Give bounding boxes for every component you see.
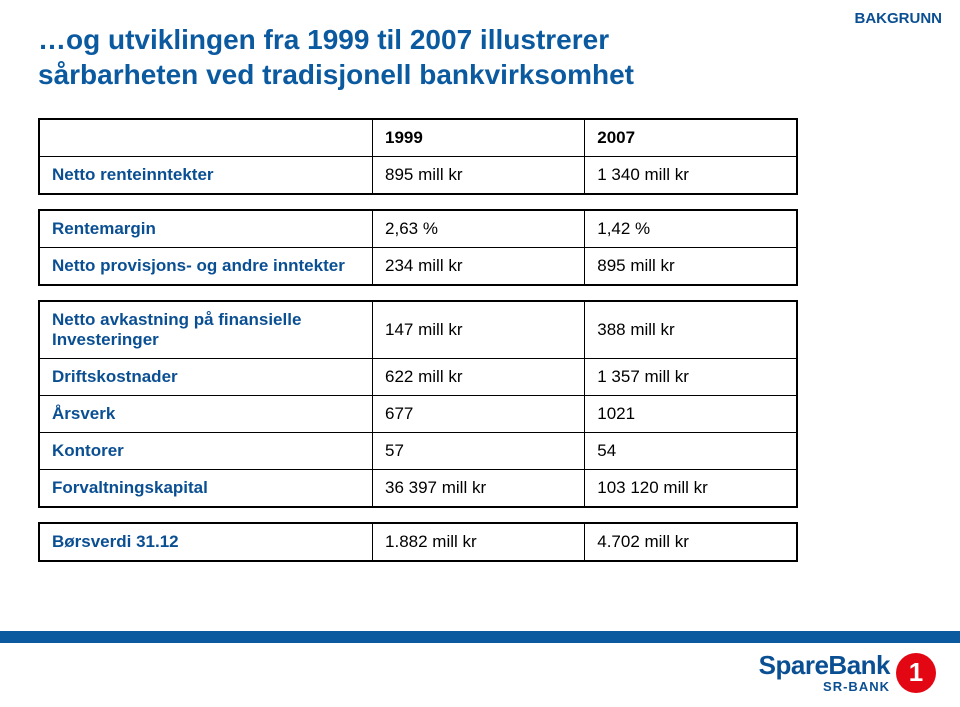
table-block-2: Rentemargin 2,63 % 1,42 % Netto provisjo…	[38, 209, 798, 286]
table-row: Netto renteinntekter 895 mill kr 1 340 m…	[39, 157, 797, 195]
logo-text: SpareBank SR-BANK	[759, 652, 890, 693]
table-row: Rentemargin 2,63 % 1,42 %	[39, 210, 797, 248]
row-label: Forvaltningskapital	[39, 470, 373, 508]
table-row: Forvaltningskapital 36 397 mill kr 103 1…	[39, 470, 797, 508]
table-block-4: Børsverdi 31.12 1.882 mill kr 4.702 mill…	[38, 522, 798, 562]
slide: …og utviklingen fra 1999 til 2007 illust…	[0, 0, 960, 707]
row-c2: 895 mill kr	[585, 248, 797, 286]
row-label: Kontorer	[39, 433, 373, 470]
table-row: Driftskostnader 622 mill kr 1 357 mill k…	[39, 359, 797, 396]
row-label: Netto provisjons- og andre inntekter	[39, 248, 373, 286]
row-c1: 36 397 mill kr	[373, 470, 585, 508]
row-label: Årsverk	[39, 396, 373, 433]
row-c1: 895 mill kr	[373, 157, 585, 195]
row-label: Netto avkastning på finansielle Invester…	[39, 301, 373, 359]
header-row: 1999 2007	[39, 119, 797, 157]
row-label: Driftskostnader	[39, 359, 373, 396]
tables-container: 1999 2007 Netto renteinntekter 895 mill …	[38, 118, 798, 576]
row-c2: 388 mill kr	[585, 301, 797, 359]
logo-sub-text: SR-BANK	[759, 680, 890, 693]
row-c2: 54	[585, 433, 797, 470]
logo: SpareBank SR-BANK 1	[759, 652, 936, 693]
row-c2: 4.702 mill kr	[585, 523, 797, 561]
header-1999: 1999	[373, 119, 585, 157]
corner-label: BAKGRUNN	[855, 10, 943, 27]
slide-title: …og utviklingen fra 1999 til 2007 illust…	[38, 22, 658, 92]
table-row: Kontorer 57 54	[39, 433, 797, 470]
row-label: Netto renteinntekter	[39, 157, 373, 195]
row-c1: 57	[373, 433, 585, 470]
row-label: Rentemargin	[39, 210, 373, 248]
header-empty	[39, 119, 373, 157]
logo-main-text: SpareBank	[759, 652, 890, 678]
row-c1: 234 mill kr	[373, 248, 585, 286]
table-block-3: Netto avkastning på finansielle Invester…	[38, 300, 798, 508]
row-c1: 147 mill kr	[373, 301, 585, 359]
row-c2: 1021	[585, 396, 797, 433]
table-row: Netto avkastning på finansielle Invester…	[39, 301, 797, 359]
row-label: Børsverdi 31.12	[39, 523, 373, 561]
row-c2: 1 357 mill kr	[585, 359, 797, 396]
row-c2: 1 340 mill kr	[585, 157, 797, 195]
table-row: Netto provisjons- og andre inntekter 234…	[39, 248, 797, 286]
row-c2: 1,42 %	[585, 210, 797, 248]
row-c1: 677	[373, 396, 585, 433]
row-c2: 103 120 mill kr	[585, 470, 797, 508]
logo-icon-glyph: 1	[909, 657, 923, 688]
logo-icon: 1	[896, 653, 936, 693]
row-c1: 622 mill kr	[373, 359, 585, 396]
row-c1: 1.882 mill kr	[373, 523, 585, 561]
table-block-1: 1999 2007 Netto renteinntekter 895 mill …	[38, 118, 798, 195]
row-c1: 2,63 %	[373, 210, 585, 248]
table-row: Børsverdi 31.12 1.882 mill kr 4.702 mill…	[39, 523, 797, 561]
footer-band	[0, 631, 960, 643]
table-row: Årsverk 677 1021	[39, 396, 797, 433]
header-2007: 2007	[585, 119, 797, 157]
